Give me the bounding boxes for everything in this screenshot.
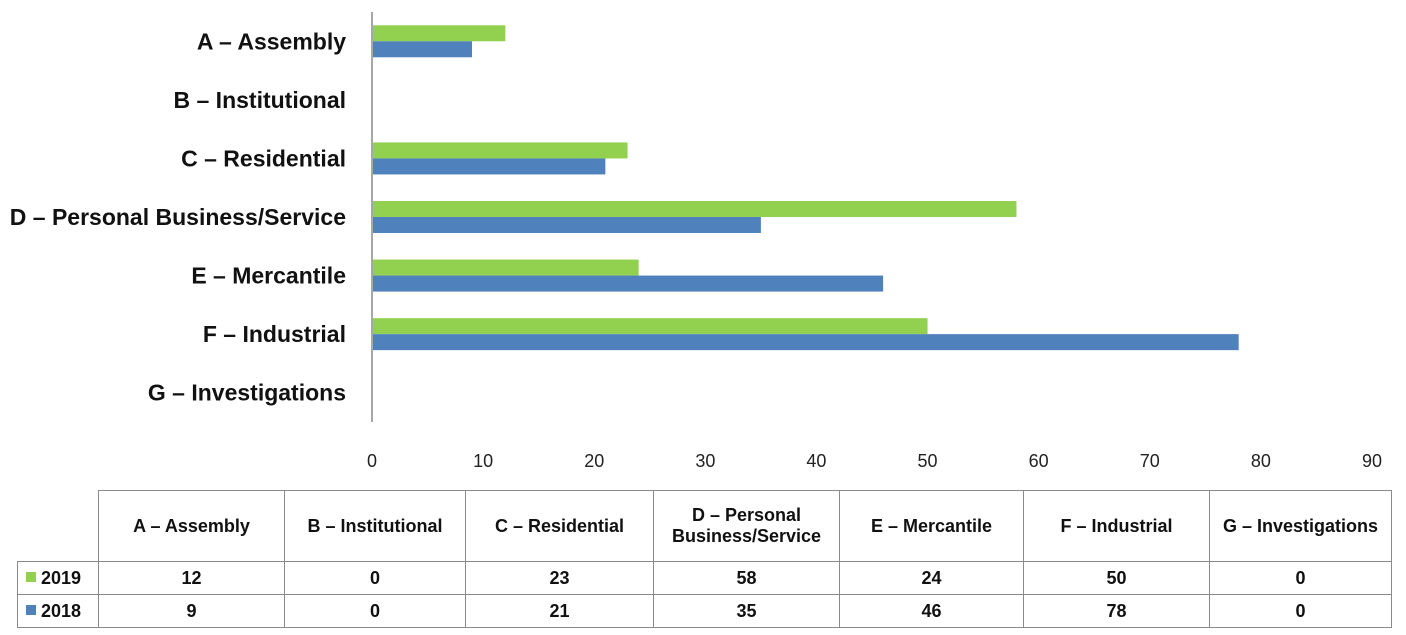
table-cell: 12 xyxy=(98,561,285,595)
bar-2019 xyxy=(373,318,928,335)
x-tick-label: 0 xyxy=(367,451,377,471)
table-cell: 35 xyxy=(653,594,840,628)
category-label: C – Residential xyxy=(181,145,346,171)
legend-swatch xyxy=(26,571,36,582)
bar-chart: A – Assembly B – Institutional C – Residen… xyxy=(10,12,1382,471)
bar-2019 xyxy=(373,201,1017,217)
table-column-header: G – Investigations xyxy=(1209,490,1392,562)
x-tick-label: 50 xyxy=(918,451,938,471)
legend-swatch xyxy=(26,604,36,615)
category-label: E – Mercantile xyxy=(191,263,346,289)
table-row: 2019 12 0 23 58 24 50 0 xyxy=(17,561,1392,595)
table-cell: 9 xyxy=(98,594,285,628)
series-name: 2018 xyxy=(41,600,82,621)
table-cell: 0 xyxy=(284,594,466,628)
table-cell: 0 xyxy=(284,561,466,595)
category-label: D – Personal Business/Service xyxy=(10,204,346,230)
category-label: F – Industrial xyxy=(203,321,346,347)
x-tick-label: 70 xyxy=(1140,451,1160,471)
category-label: G – Investigations xyxy=(148,380,346,406)
table-column-header: A – Assembly xyxy=(98,490,285,562)
bars-group xyxy=(373,25,1239,351)
bar-2018 xyxy=(373,275,884,292)
table-column-header: C – Residential xyxy=(465,490,654,562)
table-cell: 21 xyxy=(465,594,654,628)
series-legend-cell: 2019 xyxy=(17,561,99,595)
x-tick-label: 20 xyxy=(584,451,604,471)
bar-2018 xyxy=(373,158,606,175)
table-cell: 23 xyxy=(465,561,654,595)
series-name: 2019 xyxy=(41,567,82,588)
x-tick-label: 40 xyxy=(806,451,826,471)
x-tick-label: 10 xyxy=(473,451,493,471)
x-tick-label: 30 xyxy=(695,451,715,471)
bar-2019 xyxy=(373,25,506,42)
table-corner-cell xyxy=(17,490,99,562)
table-column-header: F – Industrial xyxy=(1023,490,1210,562)
table-cell: 50 xyxy=(1023,561,1210,595)
data-table: A – Assembly B – Institutional C – Residen… xyxy=(17,490,1392,628)
bar-2018 xyxy=(373,217,761,233)
x-tick-label: 90 xyxy=(1362,451,1382,471)
category-label: B – Institutional xyxy=(174,87,347,113)
table-cell: 46 xyxy=(839,594,1024,628)
table-cell: 0 xyxy=(1209,561,1392,595)
table-column-header: B – Institutional xyxy=(284,490,466,562)
category-label: A – Assembly xyxy=(197,28,346,54)
table-cell: 24 xyxy=(839,561,1024,595)
bar-2018 xyxy=(373,41,472,58)
table-column-header: E – Mercantile xyxy=(839,490,1024,562)
x-tick-label: 60 xyxy=(1029,451,1049,471)
table-cell: 0 xyxy=(1209,594,1392,628)
table-column-header: D – Personal Business/Service xyxy=(653,490,840,562)
table-row: 2018 9 0 21 35 46 78 0 xyxy=(17,594,1392,628)
x-axis: 0 10 20 30 40 50 60 70 80 90 xyxy=(367,12,1382,471)
bar-2019 xyxy=(373,142,628,159)
bar-2019 xyxy=(373,259,639,276)
table-cell: 78 xyxy=(1023,594,1210,628)
bar-2018 xyxy=(373,334,1239,351)
x-tick-label: 80 xyxy=(1251,451,1271,471)
series-legend-cell: 2018 xyxy=(17,594,99,628)
category-labels: A – Assembly B – Institutional C – Residen… xyxy=(10,28,346,405)
table-header-row: A – Assembly B – Institutional C – Residen… xyxy=(17,490,1392,562)
table-cell: 58 xyxy=(653,561,840,595)
